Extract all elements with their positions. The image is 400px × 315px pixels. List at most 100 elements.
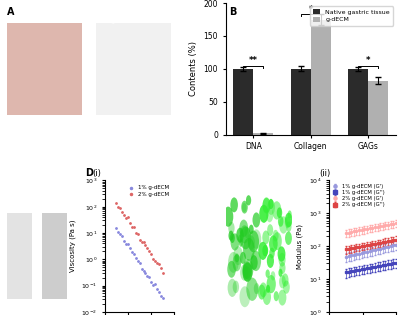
Circle shape (278, 246, 286, 262)
Circle shape (233, 281, 239, 293)
Text: B: B (229, 7, 236, 17)
2% g-dECM (133, 231, 138, 235)
2% g-dECM (156, 262, 161, 266)
2% g-dECM (139, 240, 144, 243)
Circle shape (278, 289, 286, 306)
Circle shape (228, 222, 235, 234)
Circle shape (267, 224, 273, 236)
Circle shape (230, 233, 239, 250)
2% g-dECM (128, 221, 132, 225)
2% g-dECM (158, 266, 163, 270)
Circle shape (243, 266, 251, 281)
Circle shape (288, 210, 292, 218)
Text: 37 °C, 30 min: 37 °C, 30 min (34, 190, 72, 195)
Bar (233, 69, 253, 135)
Circle shape (274, 291, 279, 301)
2% g-dECM (124, 216, 128, 220)
Circle shape (263, 197, 270, 212)
Line: 1% g-dECM: 1% g-dECM (115, 227, 164, 300)
1% g-dECM (130, 251, 134, 255)
1% g-dECM (118, 232, 123, 236)
2% g-dECM (122, 213, 126, 216)
1% g-dECM (120, 234, 125, 238)
Circle shape (269, 235, 278, 252)
Circle shape (258, 242, 268, 260)
Bar (8, 23, 82, 115)
Circle shape (223, 207, 233, 227)
Circle shape (228, 252, 239, 273)
Circle shape (240, 226, 251, 249)
Circle shape (239, 220, 248, 237)
Circle shape (238, 235, 242, 243)
Circle shape (232, 255, 241, 271)
1% g-dECM (135, 259, 140, 263)
2% g-dECM (155, 261, 160, 265)
Circle shape (283, 280, 290, 294)
Circle shape (282, 273, 288, 287)
Bar (348, 69, 368, 135)
Circle shape (236, 228, 244, 243)
Circle shape (267, 254, 274, 268)
1% g-dECM (147, 275, 152, 279)
Circle shape (241, 201, 248, 214)
1% g-dECM (126, 242, 130, 246)
Circle shape (269, 248, 275, 258)
Bar (42, 213, 67, 299)
1% g-dECM (128, 246, 132, 250)
Bar (368, 81, 388, 135)
Circle shape (285, 213, 292, 227)
2% g-dECM (149, 253, 154, 256)
Circle shape (266, 208, 273, 222)
Circle shape (228, 231, 234, 241)
Circle shape (286, 221, 292, 232)
Circle shape (233, 246, 243, 265)
2% g-dECM (118, 206, 123, 210)
1% g-dECM (132, 252, 136, 256)
Circle shape (259, 205, 268, 223)
Circle shape (243, 259, 254, 280)
1% g-dECM (114, 226, 119, 230)
Y-axis label: Viscosity (Pa s): Viscosity (Pa s) (69, 220, 76, 272)
Circle shape (252, 212, 260, 227)
Circle shape (248, 236, 255, 250)
Circle shape (230, 233, 235, 243)
Circle shape (228, 279, 237, 297)
Circle shape (279, 275, 286, 289)
Circle shape (267, 200, 275, 215)
Text: *: * (366, 56, 370, 65)
2% g-dECM (145, 246, 150, 250)
Bar (311, 20, 331, 135)
Bar (291, 69, 311, 135)
Circle shape (240, 265, 248, 281)
Circle shape (272, 201, 282, 220)
Circle shape (243, 238, 255, 261)
Text: A: A (8, 7, 15, 17)
1% g-dECM (116, 230, 121, 234)
Circle shape (279, 216, 288, 234)
Circle shape (273, 230, 279, 242)
Circle shape (277, 207, 282, 218)
Circle shape (230, 198, 238, 212)
2% g-dECM (143, 243, 148, 246)
Circle shape (278, 216, 284, 227)
1% g-dECM (122, 239, 126, 243)
Text: **: ** (249, 56, 258, 65)
Text: Native gastric tissue: Native gastric tissue (14, 14, 79, 19)
1% g-dECM (155, 287, 160, 291)
Circle shape (268, 199, 274, 209)
2% g-dECM (153, 259, 158, 263)
Legend: Native gastric tissue, g-dECM: Native gastric tissue, g-dECM (310, 6, 393, 26)
1% g-dECM (137, 261, 142, 265)
Line: 2% g-dECM: 2% g-dECM (115, 201, 164, 275)
Circle shape (246, 195, 251, 205)
Circle shape (279, 262, 286, 274)
1% g-dECM (143, 271, 148, 274)
1% g-dECM (156, 290, 161, 294)
Circle shape (262, 231, 269, 244)
2% g-dECM (120, 210, 125, 214)
Circle shape (240, 252, 246, 264)
Legend: 1% g-dECM, 2% g-dECM: 1% g-dECM, 2% g-dECM (126, 183, 172, 199)
1% g-dECM (149, 280, 154, 284)
Text: g−dECM: g−dECM (261, 190, 290, 196)
Circle shape (251, 251, 261, 271)
